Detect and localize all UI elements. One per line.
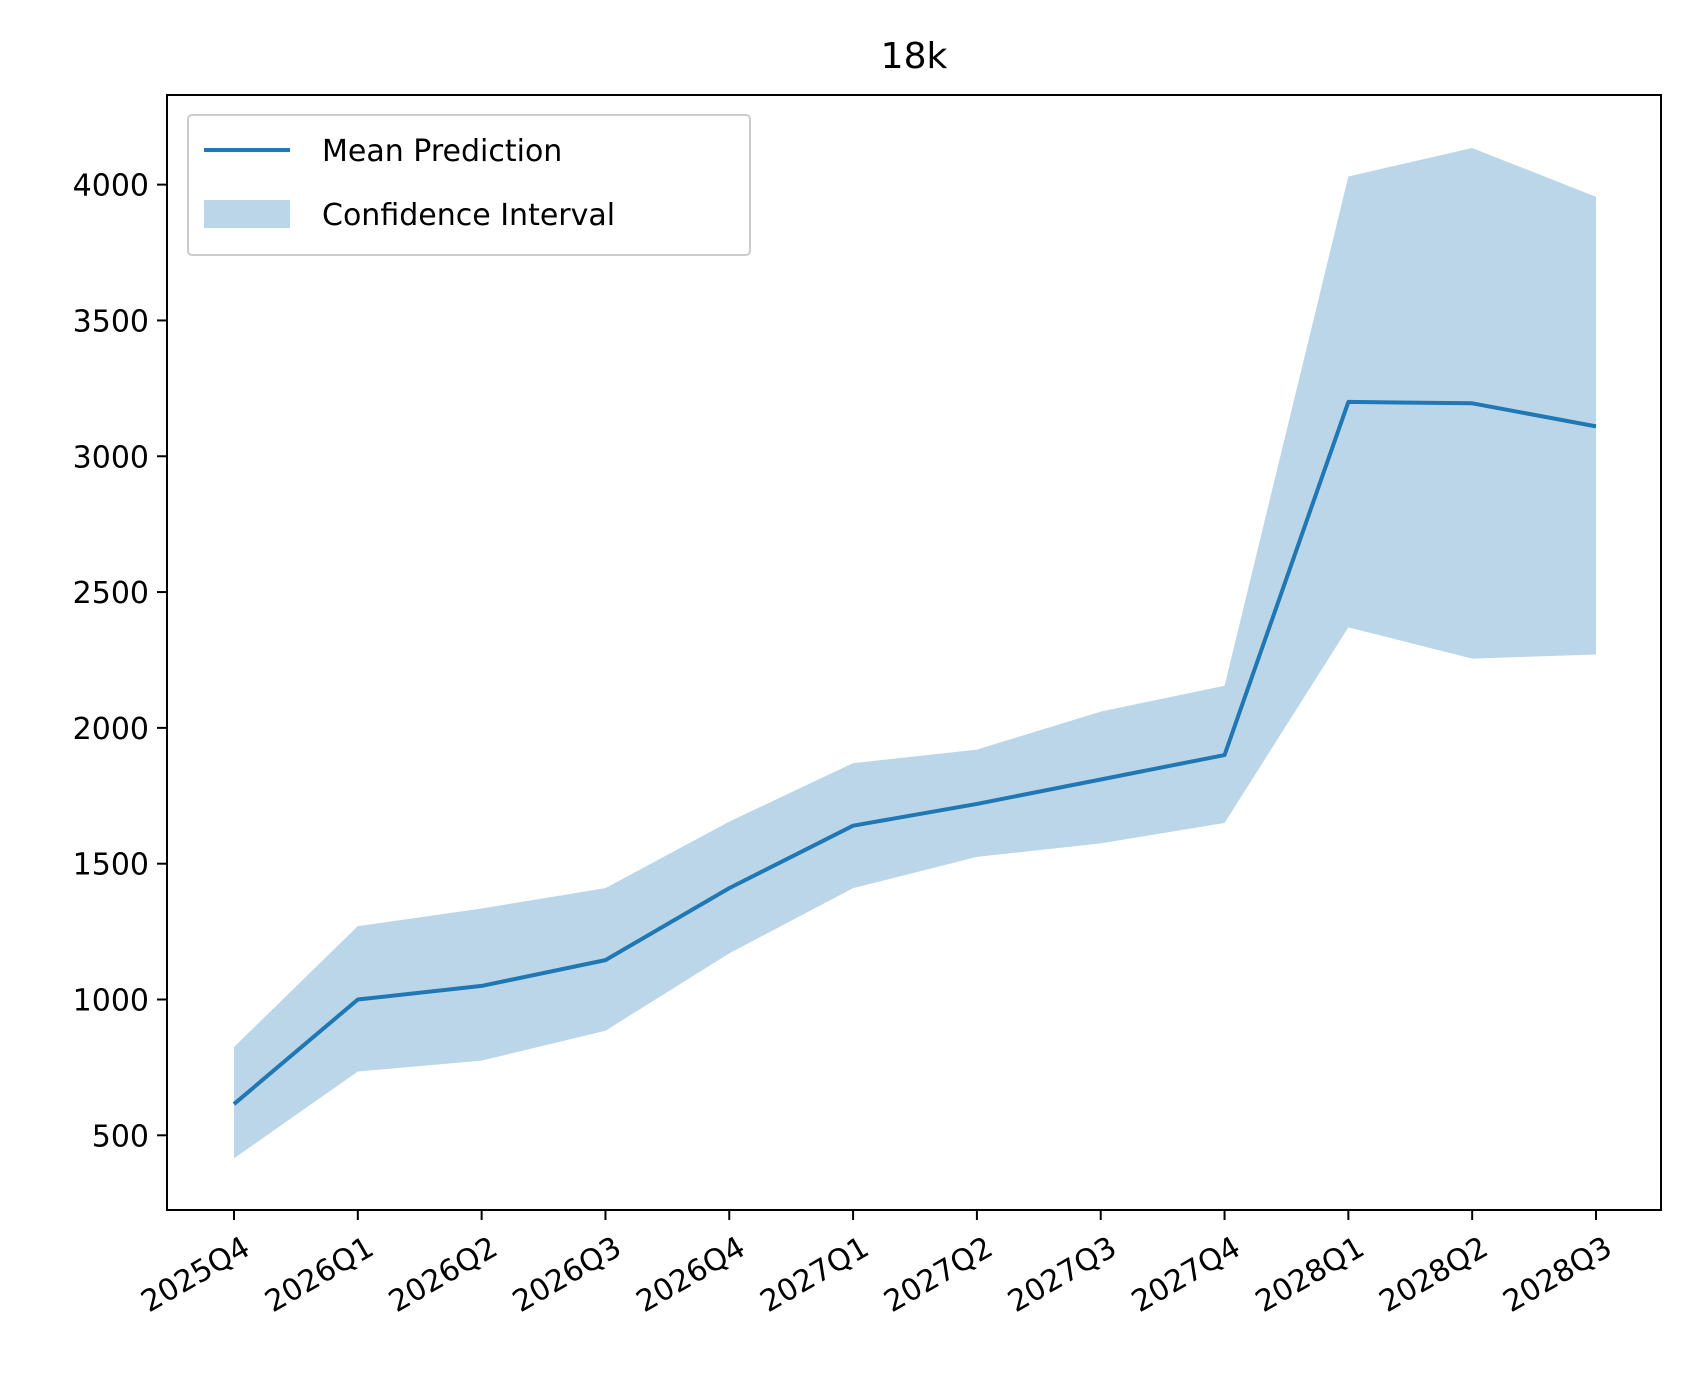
x-tick-label-2028Q1: 2028Q1 xyxy=(1250,1230,1371,1320)
x-tick-label-2026Q3: 2026Q3 xyxy=(507,1230,628,1320)
legend-mean-label: Mean Prediction xyxy=(322,134,562,169)
confidence-interval-band xyxy=(234,147,1596,1159)
y-tick-label-4000: 4000 xyxy=(73,169,149,204)
x-tick-label-2027Q2: 2027Q2 xyxy=(878,1230,999,1320)
x-tick-label-2028Q3: 2028Q3 xyxy=(1497,1230,1618,1320)
x-tick-label-2027Q3: 2027Q3 xyxy=(1002,1230,1123,1320)
x-tick-label-2027Q4: 2027Q4 xyxy=(1126,1230,1247,1320)
y-tick-label-3500: 3500 xyxy=(73,304,149,339)
y-tick-label-500: 500 xyxy=(92,1119,149,1154)
x-tick-label-2028Q2: 2028Q2 xyxy=(1374,1230,1495,1320)
plot-area xyxy=(232,147,1597,1159)
mean-prediction-line xyxy=(232,399,1597,1106)
axes-frame xyxy=(166,94,1662,1211)
x-tick-label-2025Q4: 2025Q4 xyxy=(135,1230,256,1320)
legend: Mean Prediction Confidence Interval xyxy=(187,114,751,256)
legend-frame xyxy=(187,114,751,256)
y-tick-label-1500: 1500 xyxy=(73,848,149,883)
x-tick-label-2026Q4: 2026Q4 xyxy=(631,1230,752,1320)
y-tick-label-1000: 1000 xyxy=(73,983,149,1018)
legend-interval-swatch xyxy=(204,200,290,228)
x-tick-label-2027Q1: 2027Q1 xyxy=(754,1230,875,1320)
y-tick-label-3000: 3000 xyxy=(73,440,149,475)
legend-interval-label: Confidence Interval xyxy=(322,198,615,233)
y-tick-label-2000: 2000 xyxy=(73,712,149,747)
chart-title: 18k xyxy=(881,36,948,77)
y-tick-label-2500: 2500 xyxy=(73,576,149,611)
x-tick-label-2026Q1: 2026Q1 xyxy=(259,1230,380,1320)
x-tick-label-2026Q2: 2026Q2 xyxy=(383,1230,504,1320)
